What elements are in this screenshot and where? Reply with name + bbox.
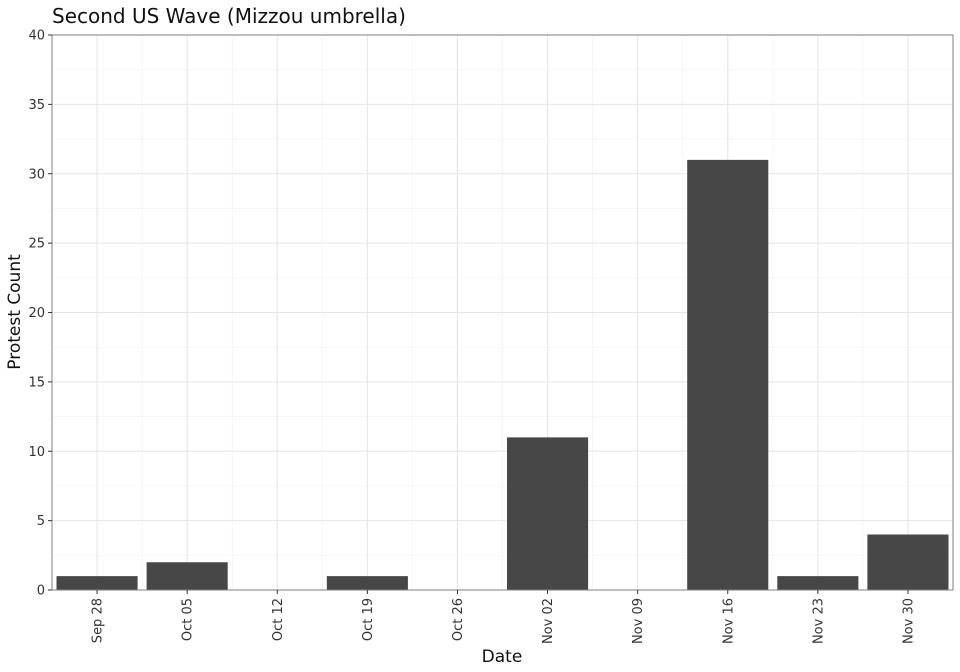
bar-nov-16 — [687, 159, 769, 590]
y-axis-title: Protest Count — [5, 254, 25, 370]
bar-oct-05 — [146, 562, 228, 590]
x-tick-label: Nov 30 — [901, 598, 916, 644]
bar-sep-28 — [56, 576, 138, 590]
y-tick-label: 20 — [28, 306, 45, 321]
x-tick-label: Oct 05 — [181, 598, 196, 641]
chart-title: Second US Wave (Mizzou umbrella) — [52, 4, 406, 28]
y-tick-label: 5 — [37, 514, 45, 529]
x-tick-label: Sep 28 — [91, 598, 106, 643]
x-axis: Sep 28 Oct 05 Oct 12 Oct 19 Oct 26 Nov 02 Nov … — [91, 590, 916, 644]
bar-nov-02 — [507, 437, 589, 590]
y-tick-label: 40 — [28, 29, 45, 44]
y-tick-label: 0 — [37, 584, 45, 599]
y-tick-label: 10 — [28, 445, 45, 460]
x-tick-label: Nov 16 — [721, 598, 736, 644]
grid — [52, 34, 953, 591]
x-tick-label: Nov 02 — [541, 598, 556, 644]
bar-nov-23 — [777, 576, 859, 590]
x-axis-title: Date — [482, 647, 523, 667]
y-tick-label: 30 — [28, 167, 45, 182]
y-axis: 0 5 10 15 20 25 30 35 40 — [28, 29, 52, 599]
y-tick-label: 15 — [28, 375, 45, 390]
y-tick-label: 35 — [28, 98, 45, 113]
x-tick-label: Oct 12 — [271, 598, 286, 641]
bar-oct-19 — [326, 576, 408, 590]
x-tick-label: Oct 19 — [361, 598, 376, 641]
x-tick-label: Oct 26 — [451, 598, 466, 641]
x-tick-label: Nov 23 — [811, 598, 826, 644]
bars — [56, 159, 949, 590]
bar-nov-30 — [867, 534, 949, 590]
y-tick-label: 25 — [28, 237, 45, 252]
x-tick-label: Nov 09 — [631, 598, 646, 644]
